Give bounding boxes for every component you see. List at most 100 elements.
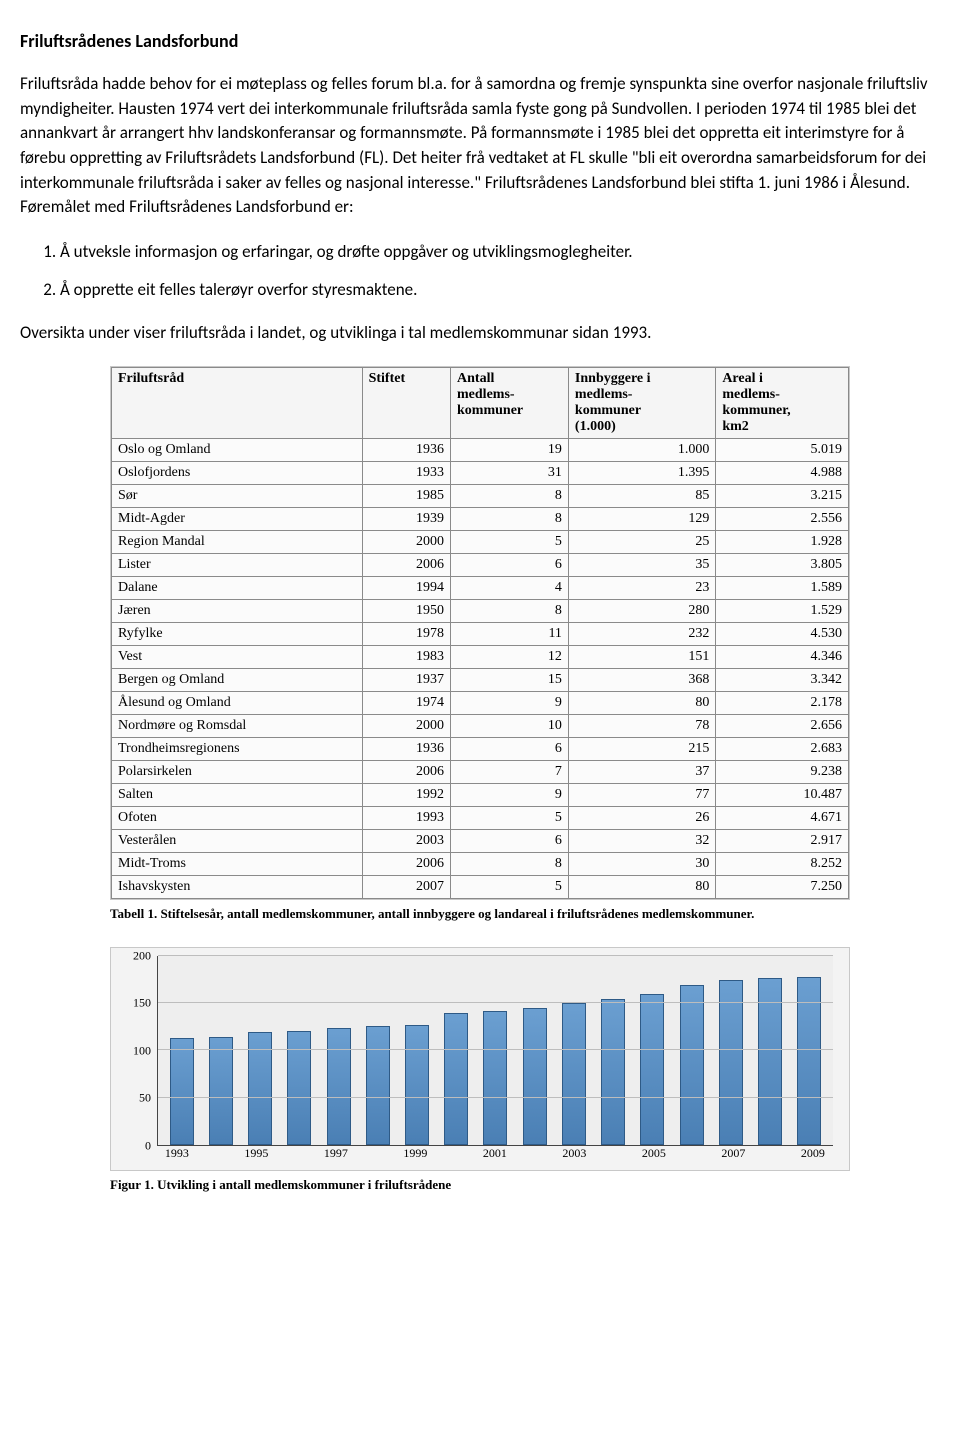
x-tick-label bbox=[761, 1146, 785, 1166]
cell: Bergen og Omland bbox=[112, 669, 363, 692]
cell: 8 bbox=[451, 600, 569, 623]
cell: 215 bbox=[568, 738, 715, 761]
cell: Jæren bbox=[112, 600, 363, 623]
cell: 3.215 bbox=[716, 485, 849, 508]
bar bbox=[287, 1031, 311, 1145]
x-tick-label bbox=[523, 1146, 547, 1166]
cell: 1939 bbox=[362, 508, 450, 531]
table-header: Innbyggere i medlems- kommuner (1.000) bbox=[568, 368, 715, 439]
bar bbox=[640, 994, 664, 1145]
cell: 80 bbox=[568, 692, 715, 715]
cell: 1985 bbox=[362, 485, 450, 508]
cell: 2006 bbox=[362, 761, 450, 784]
cell: 1.589 bbox=[716, 577, 849, 600]
list-item: Å opprette eit felles talerøyr overfor s… bbox=[60, 278, 940, 302]
x-tick-label: 2007 bbox=[721, 1146, 745, 1166]
table-row: Ålesund og Omland19749802.178 bbox=[112, 692, 849, 715]
cell: 6 bbox=[451, 554, 569, 577]
x-tick-label: 2003 bbox=[562, 1146, 586, 1166]
x-tick-label: 2001 bbox=[483, 1146, 507, 1166]
x-tick-label bbox=[682, 1146, 706, 1166]
cell: 5 bbox=[451, 876, 569, 899]
cell: 85 bbox=[568, 485, 715, 508]
table-row: Nordmøre og Romsdal200010782.656 bbox=[112, 715, 849, 738]
table-row: Oslo og Omland1936191.0005.019 bbox=[112, 439, 849, 462]
cell: 19 bbox=[451, 439, 569, 462]
cell: 32 bbox=[568, 830, 715, 853]
cell: 2.683 bbox=[716, 738, 849, 761]
table-row: Dalane19944231.589 bbox=[112, 577, 849, 600]
x-tick-label bbox=[284, 1146, 308, 1166]
cell: 1936 bbox=[362, 738, 450, 761]
x-tick-label bbox=[364, 1146, 388, 1166]
cell: Lister bbox=[112, 554, 363, 577]
cell: 1.529 bbox=[716, 600, 849, 623]
y-axis: 050100150200 bbox=[121, 956, 155, 1146]
cell: Midt-Troms bbox=[112, 853, 363, 876]
cell: Region Mandal bbox=[112, 531, 363, 554]
cell: 2006 bbox=[362, 853, 450, 876]
cell: 2.917 bbox=[716, 830, 849, 853]
bar bbox=[601, 999, 625, 1145]
table-header-row: Friluftsråd Stiftet Antall medlems- komm… bbox=[112, 368, 849, 439]
intro-paragraph: Friluftsråda hadde behov for ei møteplas… bbox=[20, 72, 940, 220]
cell: 8.252 bbox=[716, 853, 849, 876]
bar bbox=[719, 980, 743, 1145]
cell: 1936 bbox=[362, 439, 450, 462]
cell: 9 bbox=[451, 692, 569, 715]
cell: 77 bbox=[568, 784, 715, 807]
x-tick-label: 1997 bbox=[324, 1146, 348, 1166]
bar bbox=[405, 1025, 429, 1145]
cell: 5 bbox=[451, 531, 569, 554]
cell: 3.805 bbox=[716, 554, 849, 577]
cell: 1983 bbox=[362, 646, 450, 669]
cell: Ryfylke bbox=[112, 623, 363, 646]
y-tick-label: 150 bbox=[133, 996, 151, 1011]
cell: 11 bbox=[451, 623, 569, 646]
cell: 4.346 bbox=[716, 646, 849, 669]
cell: 8 bbox=[451, 853, 569, 876]
y-tick-label: 0 bbox=[145, 1138, 151, 1153]
cell: 2007 bbox=[362, 876, 450, 899]
bar-chart: 050100150200 199319951997199920012003200… bbox=[110, 947, 850, 1171]
cell: 1.928 bbox=[716, 531, 849, 554]
cell: 3.342 bbox=[716, 669, 849, 692]
x-tick-label: 1995 bbox=[244, 1146, 268, 1166]
bar bbox=[562, 1003, 586, 1145]
y-tick-label: 200 bbox=[133, 948, 151, 963]
cell: 4 bbox=[451, 577, 569, 600]
cell: 368 bbox=[568, 669, 715, 692]
cell: Dalane bbox=[112, 577, 363, 600]
cell: Oslo og Omland bbox=[112, 439, 363, 462]
cell: Oslofjordens bbox=[112, 462, 363, 485]
cell: 7 bbox=[451, 761, 569, 784]
friluftsrad-table-wrap: Friluftsråd Stiftet Antall medlems- komm… bbox=[110, 366, 850, 900]
bar bbox=[209, 1037, 233, 1145]
table-row: Trondheimsregionens193662152.683 bbox=[112, 738, 849, 761]
cell: 31 bbox=[451, 462, 569, 485]
cell: 1.000 bbox=[568, 439, 715, 462]
bar bbox=[483, 1011, 507, 1145]
x-tick-label bbox=[602, 1146, 626, 1166]
x-axis: 199319951997199920012003200520072009 bbox=[157, 1146, 833, 1166]
table-header: Friluftsråd bbox=[112, 368, 363, 439]
bar bbox=[680, 985, 704, 1145]
table-row: Ryfylke1978112324.530 bbox=[112, 623, 849, 646]
cell: Sør bbox=[112, 485, 363, 508]
cell: 232 bbox=[568, 623, 715, 646]
cell: 7.250 bbox=[716, 876, 849, 899]
table-row: Region Mandal20005251.928 bbox=[112, 531, 849, 554]
x-tick-label: 2009 bbox=[801, 1146, 825, 1166]
table-row: Oslofjordens1933311.3954.988 bbox=[112, 462, 849, 485]
cell: 15 bbox=[451, 669, 569, 692]
table-row: Polarsirkelen20067379.238 bbox=[112, 761, 849, 784]
cell: 35 bbox=[568, 554, 715, 577]
table-row: Salten199297710.487 bbox=[112, 784, 849, 807]
list-item: Å utveksle informasjon og erfaringar, og… bbox=[60, 240, 940, 264]
bar bbox=[170, 1038, 194, 1145]
table-row: Lister20066353.805 bbox=[112, 554, 849, 577]
cell: 37 bbox=[568, 761, 715, 784]
table-row: Vesterålen20036322.917 bbox=[112, 830, 849, 853]
x-tick-label: 1999 bbox=[403, 1146, 427, 1166]
cell: 30 bbox=[568, 853, 715, 876]
